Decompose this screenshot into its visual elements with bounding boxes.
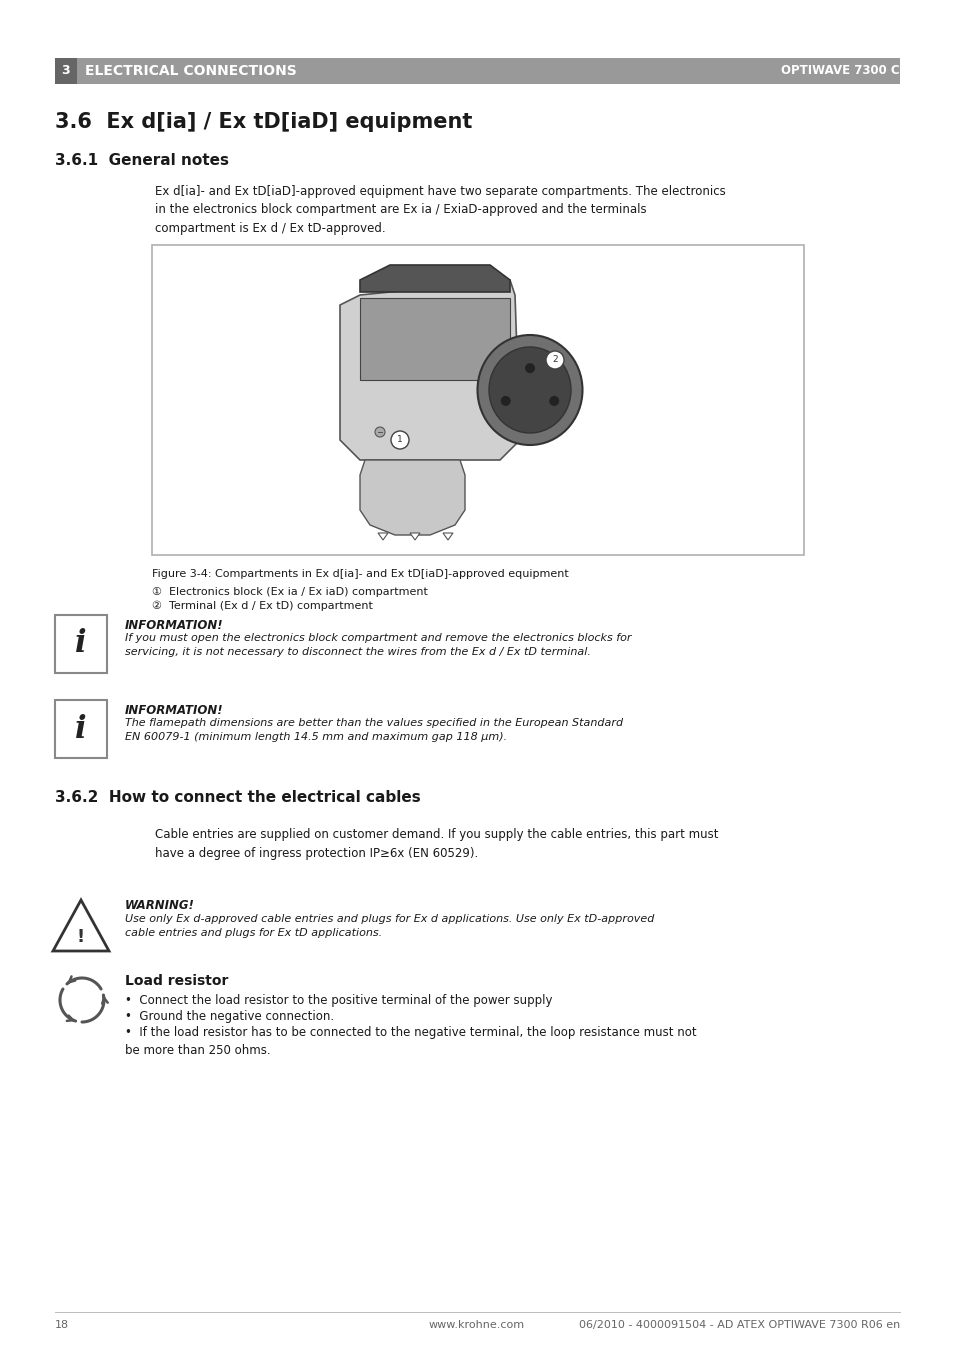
Text: 3: 3 [62,65,71,77]
Text: If you must open the electronics block compartment and remove the electronics bl: If you must open the electronics block c… [125,634,631,658]
Text: Use only Ex d-approved cable entries and plugs for Ex d applications. Use only E: Use only Ex d-approved cable entries and… [125,915,654,939]
Polygon shape [53,900,109,951]
Text: Cable entries are supplied on customer demand. If you supply the cable entries, : Cable entries are supplied on customer d… [154,828,718,859]
Polygon shape [339,280,519,459]
Text: ②  Terminal (Ex d / Ex tD) compartment: ② Terminal (Ex d / Ex tD) compartment [152,601,373,612]
Text: 1: 1 [396,435,402,444]
Bar [55,58,77,84]
Text: 18: 18 [55,1320,69,1329]
Text: ①  Electronics block (Ex ia / Ex iaD) compartment: ① Electronics block (Ex ia / Ex iaD) com… [152,586,428,597]
Text: 2: 2 [552,355,558,365]
Text: i: i [75,628,87,659]
Circle shape [524,363,535,373]
Text: The flamepath dimensions are better than the values specified in the European St: The flamepath dimensions are better than… [125,717,622,743]
Ellipse shape [477,335,582,444]
Circle shape [545,351,563,369]
Polygon shape [359,299,510,380]
Polygon shape [410,534,419,540]
Ellipse shape [489,347,571,434]
Circle shape [500,396,510,405]
Text: 3.6.1  General notes: 3.6.1 General notes [55,153,229,168]
Text: Load resistor: Load resistor [125,974,228,988]
Circle shape [375,427,385,436]
Bar [55,615,107,673]
Circle shape [549,396,558,405]
Text: Ex d[ia]- and Ex tD[iaD]-approved equipment have two separate compartments. The : Ex d[ia]- and Ex tD[iaD]-approved equipm… [154,185,725,235]
Text: i: i [75,713,87,744]
Text: •  If the load resistor has to be connected to the negative terminal, the loop r: • If the load resistor has to be connect… [125,1025,696,1058]
Bar [55,700,107,758]
Text: •  Ground the negative connection.: • Ground the negative connection. [125,1011,334,1023]
Text: OPTIWAVE 7300 C: OPTIWAVE 7300 C [781,65,899,77]
Text: •  Connect the load resistor to the positive terminal of the power supply: • Connect the load resistor to the posit… [125,994,552,1006]
Polygon shape [377,534,388,540]
Text: WARNING!: WARNING! [125,898,194,912]
Text: 3.6  Ex d[ia] / Ex tD[iaD] equipment: 3.6 Ex d[ia] / Ex tD[iaD] equipment [55,112,472,132]
Bar [77,58,899,84]
Polygon shape [442,534,453,540]
Circle shape [391,431,409,449]
Bar [152,245,803,555]
Text: 3.6.2  How to connect the electrical cables: 3.6.2 How to connect the electrical cabl… [55,790,420,805]
Text: !: ! [77,928,85,946]
Text: Figure 3-4: Compartments in Ex d[ia]- and Ex tD[iaD]-approved equipment: Figure 3-4: Compartments in Ex d[ia]- an… [152,569,568,580]
Text: 06/2010 - 4000091504 - AD ATEX OPTIWAVE 7300 R06 en: 06/2010 - 4000091504 - AD ATEX OPTIWAVE … [578,1320,899,1329]
Polygon shape [359,459,464,535]
Text: INFORMATION!: INFORMATION! [125,704,223,717]
Polygon shape [359,265,510,292]
Text: www.krohne.com: www.krohne.com [429,1320,524,1329]
Text: INFORMATION!: INFORMATION! [125,619,223,632]
Text: ELECTRICAL CONNECTIONS: ELECTRICAL CONNECTIONS [85,63,296,78]
